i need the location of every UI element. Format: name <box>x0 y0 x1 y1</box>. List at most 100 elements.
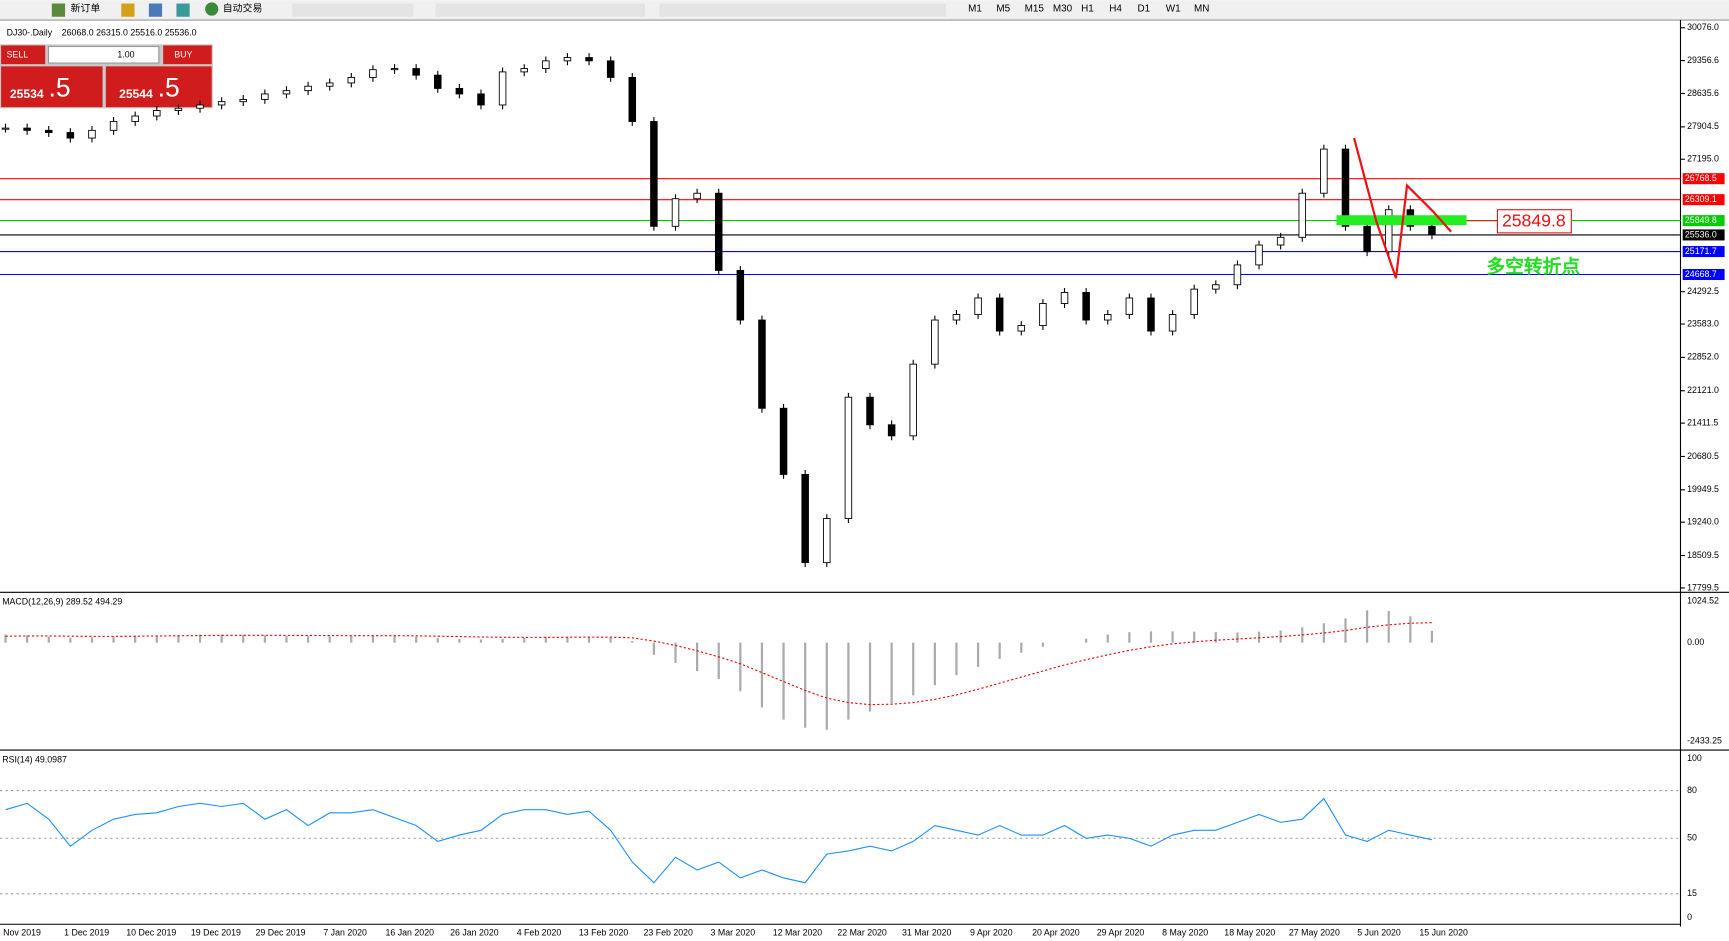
y-tick-label: 0.00 <box>1687 637 1704 647</box>
sell-label[interactable]: SELL <box>7 50 29 60</box>
candle <box>823 518 831 564</box>
icon[interactable] <box>121 3 135 17</box>
chart-tools[interactable] <box>435 3 646 17</box>
buy-button[interactable] <box>163 45 212 65</box>
symbol: DJ30-.Daily <box>7 28 53 38</box>
sell-price-box[interactable] <box>1 66 103 108</box>
chart-tools[interactable] <box>292 3 414 17</box>
candle <box>1428 225 1436 236</box>
candle <box>477 93 485 106</box>
timeframe[interactable]: M1 <box>968 4 982 15</box>
x-tick-label: 12 Mar 2020 <box>773 927 823 937</box>
candle <box>1190 288 1198 315</box>
level-label: 25536.0 <box>1685 229 1717 239</box>
candle <box>88 129 96 139</box>
x-tick-label: 1 Dec 2019 <box>64 927 109 937</box>
level-tag <box>1682 229 1725 241</box>
candle <box>909 363 917 437</box>
icon[interactable] <box>176 3 190 17</box>
bid-fraction[interactable]: .5 <box>49 73 71 103</box>
trend-arrow <box>1353 137 1452 279</box>
candle <box>153 110 161 117</box>
auto-trading[interactable]: 自动交易 <box>223 2 263 15</box>
x-tick-label: 23 Feb 2020 <box>643 927 693 937</box>
x-tick-label: 19 Dec 2019 <box>191 927 241 937</box>
candle <box>498 71 507 106</box>
candle <box>1255 244 1263 266</box>
candle <box>801 473 809 564</box>
lots-input[interactable] <box>47 45 160 64</box>
sell-button[interactable] <box>1 45 46 65</box>
ask-fraction[interactable]: .5 <box>158 73 180 103</box>
candle <box>196 104 204 109</box>
candle <box>347 76 356 84</box>
x-tick-label: 26 Jan 2020 <box>450 927 499 937</box>
level-tag <box>1682 215 1725 227</box>
candle <box>325 82 334 87</box>
auto-trading-icon[interactable] <box>205 2 219 16</box>
candle <box>1017 325 1026 332</box>
candle <box>995 297 1004 332</box>
level-label: 25849.8 <box>1685 215 1717 225</box>
x-tick-label: 8 May 2020 <box>1162 927 1208 937</box>
buy-price-box[interactable] <box>105 66 212 108</box>
candle <box>412 68 420 76</box>
timeframe[interactable]: MN <box>1194 4 1209 15</box>
timeframe[interactable]: D1 <box>1138 4 1151 15</box>
candle <box>44 129 53 133</box>
y-tick-label: 18509.5 <box>1687 550 1719 560</box>
x-tick-label: 20 Apr 2020 <box>1032 927 1080 937</box>
timeframe[interactable]: W1 <box>1166 4 1181 15</box>
candle <box>542 60 550 70</box>
candle <box>714 192 723 271</box>
x-tick-label: 4 Feb 2020 <box>517 927 562 937</box>
candle <box>758 319 766 409</box>
ohlc-value: 26315.0 <box>96 28 128 38</box>
timeframe[interactable]: H4 <box>1109 4 1122 15</box>
x-tick-label: Nov 2019 <box>3 927 41 937</box>
candle <box>563 57 572 62</box>
candle <box>1341 148 1350 227</box>
y-tick-label: 28635.6 <box>1687 88 1719 98</box>
y-tick-label: 19240.0 <box>1687 517 1719 527</box>
x-tick-label: 29 Dec 2019 <box>256 927 306 937</box>
y-tick-label: 100 <box>1687 753 1702 763</box>
timeframe[interactable]: M5 <box>996 4 1010 15</box>
y-tick-label: 20680.5 <box>1687 451 1719 461</box>
ask-main[interactable]: 25544 <box>119 87 153 101</box>
candle <box>1212 284 1220 290</box>
candle <box>1384 209 1393 253</box>
y-tick-label: 1024.52 <box>1687 595 1719 605</box>
buy-label[interactable]: BUY <box>174 50 192 60</box>
candle <box>174 107 183 111</box>
candle <box>217 101 226 106</box>
y-tick-label: 80 <box>1687 785 1697 795</box>
x-tick-label: 9 Apr 2020 <box>970 927 1013 937</box>
drawing-tools[interactable] <box>659 3 947 17</box>
candle <box>671 198 680 227</box>
candle <box>369 69 377 78</box>
new-order-icon[interactable] <box>51 3 66 17</box>
bid-main[interactable]: 25534 <box>10 87 44 101</box>
candle <box>1320 148 1328 194</box>
timeframe[interactable]: M15 <box>1025 4 1045 15</box>
candle <box>390 68 399 71</box>
candle <box>974 297 982 315</box>
y-tick-label: 24292.5 <box>1687 286 1719 296</box>
annotation: 多空转折点 <box>1486 256 1580 277</box>
candle <box>1233 264 1242 286</box>
lots-value[interactable]: 1.00 <box>117 50 134 60</box>
new-order[interactable]: 新订单 <box>71 2 101 15</box>
candle <box>131 115 139 122</box>
icon[interactable] <box>148 3 163 17</box>
x-tick-label: 3 Mar 2020 <box>711 927 756 937</box>
level-label: 26768.5 <box>1685 173 1717 183</box>
candle <box>779 407 788 475</box>
candle <box>736 269 745 321</box>
x-tick-label: 31 Mar 2020 <box>902 927 952 937</box>
timeframe[interactable]: H1 <box>1081 4 1094 15</box>
ohlc-value: 25516.0 <box>130 28 162 38</box>
x-tick-label: 10 Dec 2019 <box>126 927 176 937</box>
timeframe[interactable]: M30 <box>1053 4 1073 15</box>
